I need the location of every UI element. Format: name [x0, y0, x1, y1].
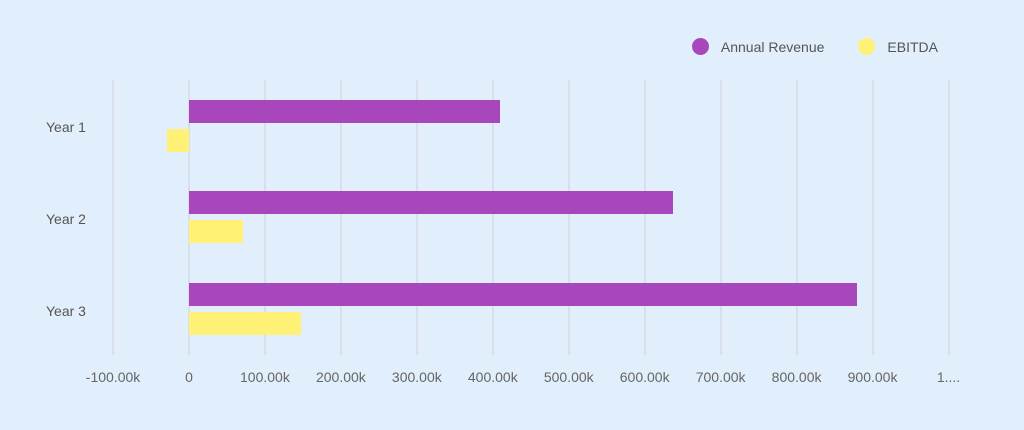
gridline	[263, 80, 266, 355]
gridline	[871, 80, 874, 355]
category-label: Year 1	[46, 119, 86, 135]
gridline	[188, 80, 190, 355]
gridline	[795, 80, 798, 355]
bar-ebitda[interactable]	[189, 312, 302, 335]
legend-dot-icon	[858, 38, 876, 55]
legend-item-annual-revenue[interactable]: Annual Revenue	[691, 38, 825, 55]
bar-ebitda[interactable]	[166, 129, 189, 152]
gridline	[415, 80, 418, 355]
gridline	[947, 80, 950, 355]
x-tick-label: 400.00k	[467, 369, 518, 385]
x-tick-label: 300.00k	[391, 369, 442, 385]
gridline	[567, 80, 570, 355]
legend-dot-icon	[691, 38, 709, 55]
category-label: Year 3	[46, 303, 86, 319]
bar-annual-revenue[interactable]	[189, 283, 858, 306]
x-tick-label: -100.00k	[85, 369, 141, 385]
x-tick-label: 500.00k	[543, 369, 594, 385]
legend: Annual Revenue EBITDA	[691, 38, 938, 55]
legend-label: Annual Revenue	[720, 38, 825, 55]
gridline	[491, 80, 494, 355]
category-label: Year 2	[46, 211, 86, 227]
bar-annual-revenue[interactable]	[189, 100, 501, 123]
legend-item-ebitda[interactable]: EBITDA	[858, 38, 938, 55]
bar-annual-revenue[interactable]	[189, 191, 673, 214]
legend-label: EBITDA	[887, 38, 938, 55]
x-tick-label: 600.00k	[619, 369, 670, 385]
x-tick-label: 900.00k	[847, 369, 898, 385]
x-tick-label: 200.00k	[315, 369, 366, 385]
bar-ebitda[interactable]	[189, 220, 243, 243]
gridline	[112, 80, 115, 355]
x-tick-label: 100.00k	[240, 369, 290, 385]
gridline	[719, 80, 722, 355]
x-tick-label: 700.00k	[695, 369, 746, 385]
gridline	[643, 80, 646, 355]
x-tick-label: 800.00k	[771, 369, 822, 385]
gridline	[339, 80, 342, 355]
x-tick-label: 0	[185, 369, 193, 385]
x-tick-label: 1....	[936, 369, 961, 385]
